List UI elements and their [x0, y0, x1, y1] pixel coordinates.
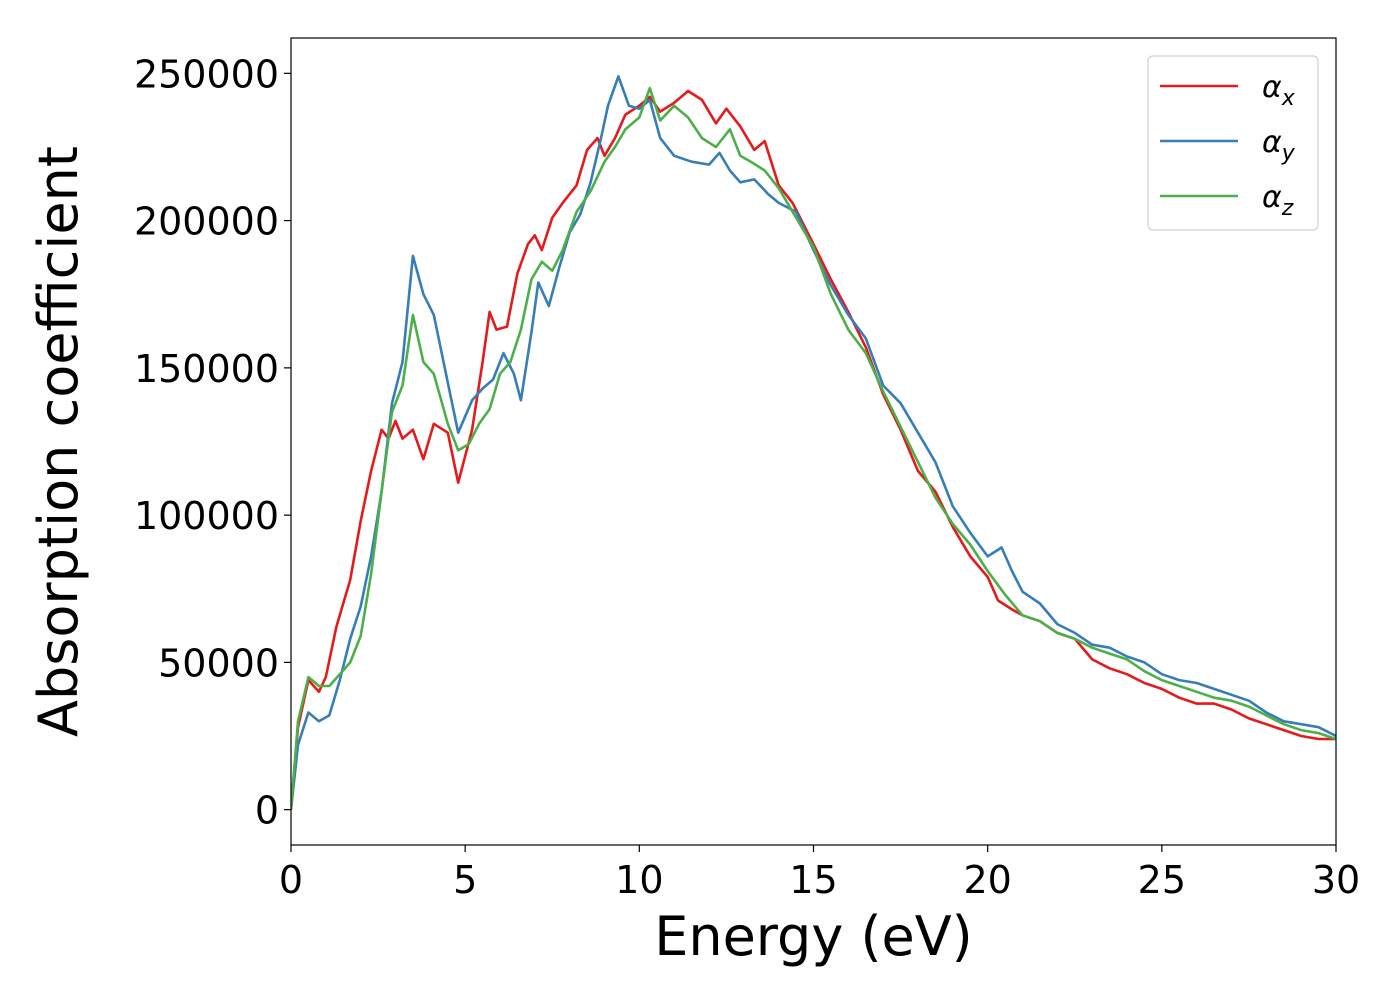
legend-label-y: αy [1262, 125, 1296, 166]
series-line-z [291, 86, 1336, 810]
legend: αx αy αz [1147, 55, 1319, 231]
x-tick-label: 20 [963, 858, 1011, 902]
y-axis-title: Absorption coefficient [27, 146, 90, 737]
x-axis: 0 5 10 15 20 25 30 [279, 845, 1360, 902]
y-tick-label: 0 [255, 789, 279, 833]
series-line-x [291, 89, 1336, 810]
x-axis-title: Energy (eV) [654, 905, 973, 968]
y-axis: 0 50000 100000 150000 200000 250000 [134, 52, 291, 833]
y-tick-label: 50000 [158, 641, 279, 685]
y-tick-label: 100000 [134, 494, 279, 538]
y-tick-label: 200000 [134, 200, 279, 244]
x-tick-label: 5 [453, 858, 477, 902]
series-line-y [291, 75, 1336, 810]
x-tick-label: 10 [615, 858, 663, 902]
x-tick-label: 15 [789, 858, 837, 902]
y-tick-label: 250000 [134, 52, 279, 96]
legend-label-z: αz [1262, 180, 1294, 221]
x-tick-label: 25 [1138, 858, 1186, 902]
x-tick-label: 0 [279, 858, 303, 902]
legend-box [1147, 55, 1319, 231]
y-tick-label: 150000 [134, 347, 279, 391]
x-tick-label: 30 [1312, 858, 1360, 902]
legend-label-x: αx [1262, 70, 1296, 111]
series-lines [291, 75, 1336, 810]
